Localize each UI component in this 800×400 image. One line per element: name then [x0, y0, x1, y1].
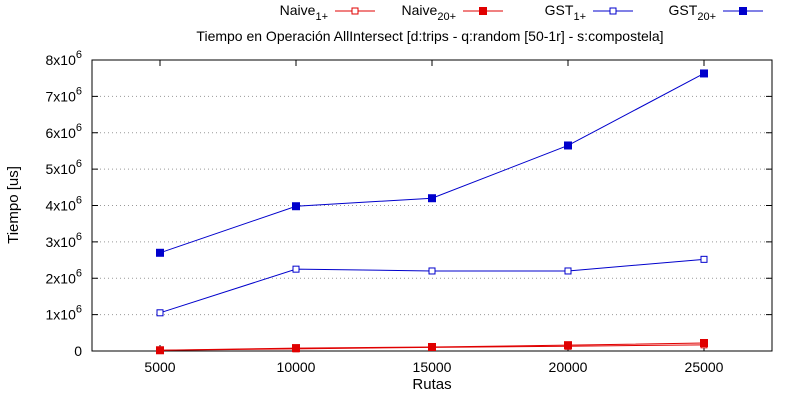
- axis-ticks: 01x1062x1063x1064x1065x1066x1067x1068x10…: [46, 49, 772, 375]
- series-naive-20plus: [156, 338, 708, 355]
- data-point: [700, 69, 708, 78]
- y-tick-label: 4x106: [46, 195, 82, 214]
- data-point: [156, 346, 164, 355]
- legend-marker: [479, 7, 487, 15]
- x-tick-label: 10000: [277, 359, 316, 375]
- data-point: [156, 309, 164, 317]
- y-tick-label: 6x106: [46, 122, 82, 141]
- x-axis-label: Rutas: [412, 376, 451, 393]
- y-tick-exponent: 6: [76, 158, 82, 170]
- y-tick-base: 1x10: [46, 307, 77, 323]
- y-tick-exponent: 6: [76, 49, 82, 61]
- y-tick-label: 2x106: [46, 267, 82, 286]
- y-tick-base: 8x10: [46, 52, 77, 68]
- legend-name: Naive: [402, 2, 438, 18]
- grid: [92, 95, 772, 316]
- legend-label: GST20+: [669, 2, 716, 23]
- y-tick-exponent: 6: [76, 195, 82, 207]
- y-tick-label: 3x106: [46, 231, 82, 250]
- data-point: [700, 255, 708, 263]
- legend: Naive1+ Naive20+ GST1+ GST20+: [280, 2, 763, 23]
- series-gst-1plus: [156, 255, 708, 317]
- series-line: [159, 73, 705, 254]
- legend-label: Naive1+: [280, 2, 328, 23]
- data-point: [428, 267, 436, 275]
- data-point: [292, 344, 300, 353]
- data-point: [564, 341, 572, 350]
- y-tick-base: 3x10: [46, 234, 77, 250]
- legend-subscript: 20+: [437, 11, 456, 23]
- y-tick-base: 2x10: [46, 270, 77, 286]
- data-point: [156, 248, 164, 257]
- y-tick-base: 4x10: [46, 198, 77, 214]
- x-tick-label: 15000: [413, 359, 452, 375]
- series-gst-20plus: [156, 69, 708, 257]
- data-point: [428, 194, 436, 203]
- x-tick-label: 5000: [144, 359, 175, 375]
- x-tick-label: 25000: [685, 359, 724, 375]
- y-tick-label: 7x106: [46, 85, 82, 104]
- chart-title: Tiempo en Operación AllIntersect [d:trip…: [196, 28, 663, 44]
- y-tick-exponent: 6: [76, 85, 82, 97]
- data-point: [292, 202, 300, 211]
- y-tick-base: 6x10: [46, 125, 77, 141]
- y-axis-label: Tiempo [us]: [5, 166, 22, 244]
- data-point: [428, 342, 436, 351]
- legend-name: GST: [545, 2, 574, 18]
- y-tick-exponent: 6: [76, 231, 82, 243]
- y-tick-label: 1x106: [46, 304, 82, 323]
- data-point: [700, 338, 708, 347]
- series: [156, 69, 708, 355]
- y-tick-exponent: 6: [76, 122, 82, 134]
- y-tick-label: 5x106: [46, 158, 82, 177]
- legend-item: Naive20+: [402, 2, 503, 23]
- legend-name: GST: [669, 2, 698, 18]
- data-point: [564, 141, 572, 150]
- legend-subscript: 20+: [697, 11, 716, 23]
- data-point: [292, 265, 300, 273]
- legend-subscript: 1+: [315, 11, 328, 23]
- legend-item: GST1+: [545, 2, 633, 23]
- y-tick-exponent: 6: [76, 304, 82, 316]
- y-tick-base: 5x10: [46, 161, 77, 177]
- legend-label: Naive20+: [402, 2, 456, 23]
- legend-marker: [351, 7, 359, 15]
- legend-item: Naive1+: [280, 2, 375, 23]
- y-tick-base: 7x10: [46, 88, 77, 104]
- legend-subscript: 1+: [573, 11, 586, 23]
- data-point: [564, 267, 572, 275]
- y-tick-label: 8x106: [46, 49, 82, 68]
- x-tick-label: 20000: [549, 359, 588, 375]
- y-tick-exponent: 6: [76, 267, 82, 279]
- legend-label: GST1+: [545, 2, 586, 23]
- legend-marker: [609, 7, 617, 15]
- y-tick-base: 0: [74, 343, 82, 359]
- legend-name: Naive: [280, 2, 316, 18]
- series-line: [159, 258, 705, 314]
- legend-item: GST20+: [669, 2, 763, 23]
- y-tick-label: 0: [74, 343, 82, 359]
- legend-marker: [739, 7, 747, 15]
